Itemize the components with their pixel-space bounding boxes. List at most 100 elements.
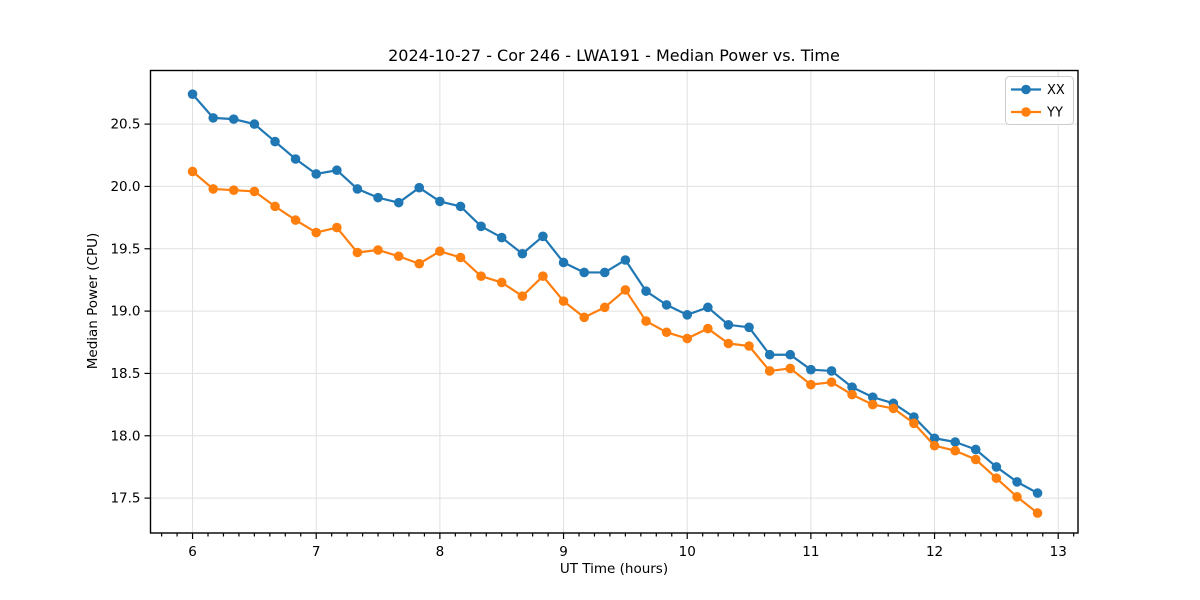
data-point-YY: [1032, 508, 1043, 518]
data-point-YY: [744, 341, 754, 351]
data-point-YY: [496, 277, 507, 288]
data-point-YY: [517, 291, 528, 301]
data-point-YY: [682, 333, 693, 344]
series-YY: [187, 166, 1043, 518]
legend-label-XX: XX: [1047, 83, 1065, 98]
x-tick-label: 9: [559, 544, 568, 560]
data-point-XX: [538, 231, 548, 242]
data-point-YY: [352, 247, 363, 258]
data-point-XX: [764, 349, 775, 360]
x-tick-label: 12: [926, 544, 943, 560]
x-axis-label: UT Time (hours): [560, 561, 668, 577]
data-point-XX: [826, 366, 837, 376]
x-tick-label: 7: [312, 544, 321, 560]
plot-border: [149, 69, 1079, 534]
legend-label-YY: YY: [1046, 106, 1063, 121]
data-point-XX: [373, 192, 383, 203]
data-point-XX: [270, 136, 280, 147]
legend-entries: XX YY: [1011, 83, 1065, 121]
data-point-XX: [641, 286, 651, 296]
x-tick-label: 6: [188, 544, 197, 560]
data-point-YY: [785, 363, 796, 374]
chart-title: 2024-10-27 - Cor 246 - LWA191 - Median P…: [388, 46, 840, 65]
x-tick-label: 10: [679, 544, 696, 560]
y-tick-label: 19.0: [110, 304, 140, 320]
x-tick-label: 11: [802, 544, 819, 560]
y-tick-label: 20.0: [110, 179, 140, 195]
plot-series: [187, 89, 1043, 518]
data-point-YY: [538, 271, 548, 281]
y-tick-label: 18.5: [110, 366, 140, 382]
data-point-XX: [455, 201, 466, 212]
data-point-YY: [435, 246, 445, 257]
data-point-XX: [723, 320, 734, 330]
data-point-YY: [579, 312, 589, 323]
data-point-XX: [950, 437, 960, 447]
data-point-XX: [414, 182, 425, 193]
data-point-XX: [661, 300, 672, 310]
data-point-YY: [661, 327, 672, 338]
data-point-XX: [1032, 488, 1043, 498]
data-point-XX: [208, 113, 218, 123]
y-tick-label: 17.5: [110, 491, 140, 507]
y-axis-label: Median Power (CPU): [85, 233, 101, 369]
data-point-XX: [991, 462, 1002, 472]
x-tick-label: 13: [1050, 544, 1067, 560]
data-point-XX: [970, 444, 981, 455]
data-point-YY: [929, 440, 940, 451]
data-point-XX: [867, 392, 878, 402]
data-point-YY: [641, 316, 651, 326]
data-point-YY: [414, 258, 425, 269]
data-point-XX: [806, 364, 816, 375]
data-point-XX: [496, 232, 507, 243]
data-point-XX: [599, 267, 610, 278]
data-point-YY: [1012, 492, 1022, 502]
data-point-XX: [393, 197, 404, 208]
y-tick-labels: 17.5 18.0 18.5 19.0 19.5 20.0 20.5: [110, 117, 140, 507]
data-point-XX: [249, 119, 260, 129]
data-point-XX: [579, 267, 589, 278]
data-point-XX: [476, 221, 486, 232]
legend-marker-YY: [1021, 107, 1031, 117]
data-point-XX: [187, 89, 198, 99]
data-point-YY: [249, 186, 260, 197]
x-tick-labels: 6 7 8 9 10 11 12 13: [188, 544, 1067, 560]
data-point-XX: [558, 257, 569, 268]
data-point-YY: [332, 222, 342, 233]
data-point-XX: [517, 248, 528, 259]
data-point-XX: [682, 310, 693, 320]
series-line-YY: [191, 170, 1039, 514]
y-tick-label: 19.5: [110, 241, 140, 257]
data-point-YY: [909, 418, 919, 429]
legend-marker-XX: [1021, 84, 1031, 95]
data-point-YY: [991, 473, 1002, 483]
data-point-YY: [806, 379, 816, 390]
data-point-YY: [599, 302, 610, 313]
x-tick-label: 8: [436, 544, 445, 560]
data-point-YY: [558, 296, 569, 306]
data-point-YY: [970, 454, 981, 465]
data-point-YY: [950, 445, 960, 456]
data-point-XX: [290, 154, 301, 164]
data-point-YY: [455, 252, 466, 263]
data-point-YY: [703, 323, 713, 334]
data-point-XX: [228, 114, 239, 124]
data-point-YY: [888, 403, 899, 414]
data-point-XX: [1012, 477, 1022, 487]
data-point-YY: [187, 166, 198, 177]
data-point-YY: [867, 399, 878, 410]
data-point-XX: [352, 184, 363, 194]
data-point-YY: [228, 185, 239, 195]
data-point-XX: [785, 349, 796, 360]
data-point-YY: [270, 201, 280, 212]
data-point-YY: [476, 271, 486, 281]
data-point-YY: [290, 215, 301, 225]
data-point-YY: [620, 285, 631, 295]
data-point-XX: [311, 169, 322, 179]
series-line-XX: [191, 93, 1039, 495]
y-tick-label: 18.0: [110, 428, 140, 444]
data-point-YY: [764, 366, 775, 376]
data-point-YY: [847, 389, 857, 400]
